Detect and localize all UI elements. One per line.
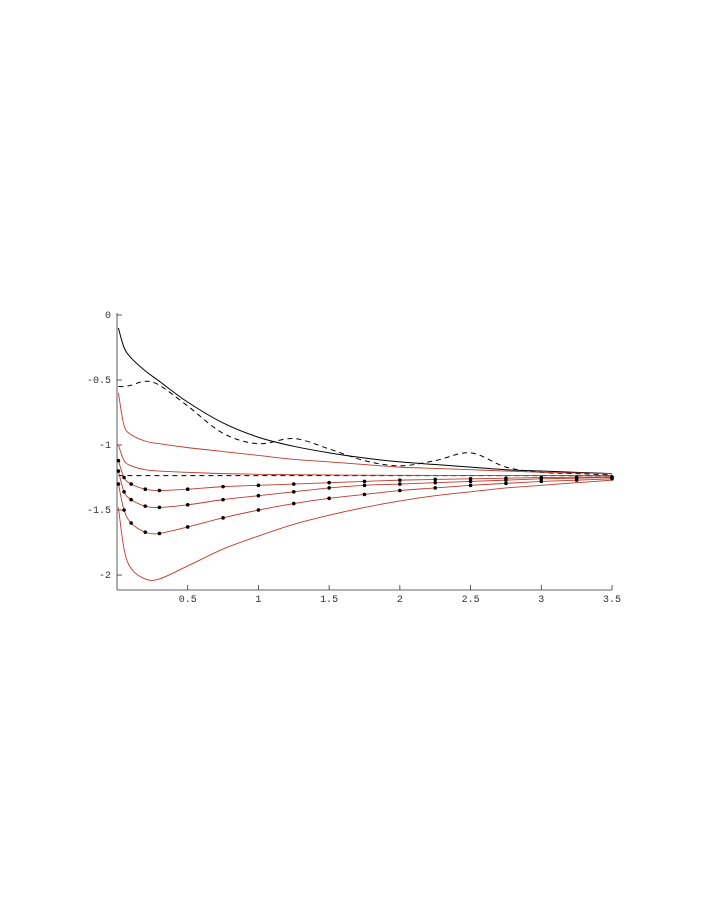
x-tick-label: 0.5: [179, 595, 197, 606]
x-tick-label: 3: [538, 595, 544, 606]
point-marker: [362, 483, 367, 488]
point-marker: [116, 469, 121, 473]
point-marker: [256, 483, 261, 488]
y-tick-label: -0.5: [87, 376, 111, 387]
point-marker: [122, 508, 126, 512]
point-marker: [291, 482, 296, 486]
series-line: [117, 479, 613, 581]
point-marker: [468, 479, 473, 484]
x-tick-label: 2.5: [462, 595, 480, 606]
series-line: [117, 478, 613, 535]
point-marker: [221, 516, 225, 520]
point-marker: [116, 458, 121, 463]
point-marker: [185, 503, 190, 507]
point-marker: [157, 531, 162, 536]
x-tick-label: 2: [397, 595, 403, 606]
x-tick-label: 3.5: [603, 595, 621, 606]
series-line: [118, 380, 613, 476]
point-marker: [143, 530, 148, 534]
y-tick-label: 0: [105, 311, 111, 322]
point-marker: [291, 490, 296, 494]
point-marker: [398, 488, 402, 493]
point-marker: [433, 480, 438, 485]
point-marker: [327, 496, 331, 501]
point-marker: [185, 525, 190, 529]
point-marker: [362, 492, 367, 497]
point-marker: [398, 478, 402, 482]
point-marker: [221, 497, 225, 502]
point-marker: [504, 478, 508, 482]
point-marker: [468, 483, 473, 488]
x-tick-label: 1.5: [320, 595, 338, 606]
series-line: [117, 392, 613, 475]
point-marker: [398, 482, 402, 486]
y-tick-label: -1: [99, 441, 111, 452]
point-marker: [256, 508, 261, 512]
point-marker: [468, 477, 473, 481]
point-marker: [433, 486, 438, 490]
point-marker: [185, 487, 190, 492]
point-marker: [157, 505, 162, 510]
point-marker: [143, 504, 148, 508]
point-marker: [433, 477, 438, 482]
y-tick-label: -2: [99, 571, 111, 582]
point-marker: [362, 479, 367, 484]
point-marker: [574, 478, 579, 482]
point-marker: [129, 482, 133, 486]
point-marker: [539, 477, 544, 481]
point-marker: [504, 481, 508, 486]
point-marker: [256, 493, 261, 498]
point-marker: [610, 477, 614, 481]
point-marker: [129, 521, 133, 525]
point-marker: [327, 486, 331, 490]
point-marker: [129, 497, 133, 502]
series-line: [117, 444, 612, 477]
y-tick-label: -1.5: [87, 506, 111, 517]
series-line: [117, 327, 613, 475]
point-marker: [157, 488, 162, 493]
x-tick-label: 1: [255, 595, 261, 606]
point-marker: [116, 482, 121, 486]
point-marker: [539, 479, 544, 484]
point-marker: [122, 475, 126, 480]
point-marker: [122, 490, 126, 494]
point-marker: [221, 484, 225, 489]
point-marker: [143, 487, 148, 492]
point-marker: [327, 480, 331, 485]
point-marker: [291, 501, 296, 506]
